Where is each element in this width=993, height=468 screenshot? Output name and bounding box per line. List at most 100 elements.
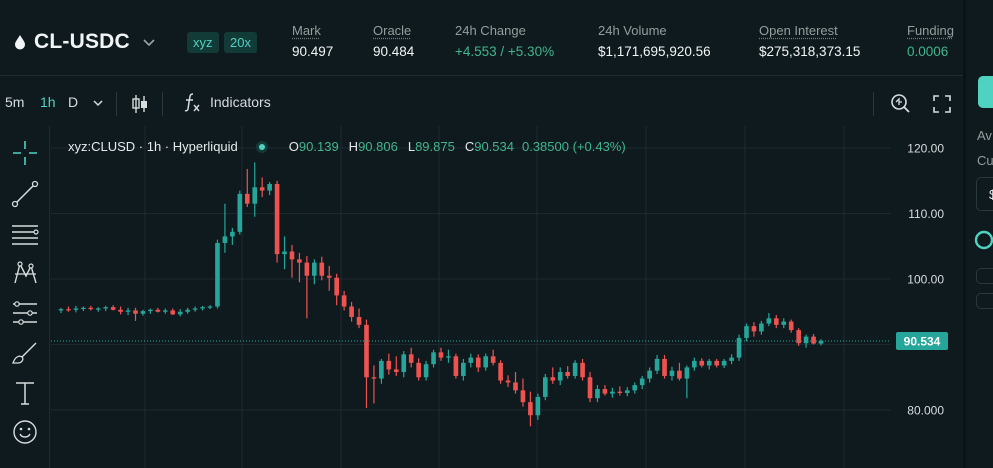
reduce-only-checkbox[interactable] [976, 268, 993, 284]
candle [423, 360, 429, 381]
y-axis-tick-label: 80.000 [907, 404, 944, 418]
chart-toolbar: 5m 1h D Indicators [0, 84, 963, 122]
fullscreen-icon[interactable] [932, 94, 952, 114]
candle [66, 306, 71, 312]
candle [744, 323, 749, 342]
candle [624, 387, 630, 397]
candle [393, 356, 399, 376]
candle [185, 307, 190, 314]
candlestick-icon[interactable] [130, 93, 150, 115]
candle [304, 256, 310, 319]
candle [595, 385, 600, 403]
legend-open-value: 90.139 [298, 139, 339, 154]
volume-value: $1,171,695,920.56 [598, 44, 711, 59]
candle [192, 306, 198, 312]
open-interest-label[interactable]: Open Interest [759, 23, 838, 38]
candle [88, 305, 94, 311]
candle [535, 393, 541, 420]
indicators-label: Indicators [210, 94, 271, 110]
candle [654, 354, 660, 374]
brush-icon[interactable] [10, 338, 40, 368]
timeframe-d[interactable]: D [68, 94, 79, 110]
candle [446, 349, 451, 363]
volume-label: 24h Volume [598, 23, 667, 38]
indicators-button[interactable]: Indicators [182, 91, 271, 113]
candle [438, 347, 444, 361]
candle [453, 353, 459, 379]
candle [557, 367, 563, 386]
candle [371, 365, 377, 404]
trend-line-icon[interactable] [10, 179, 40, 209]
toolbar-divider [116, 92, 117, 116]
candle [543, 373, 548, 401]
y-axis-tick-label: 110.00 [908, 207, 944, 221]
candle [170, 308, 176, 316]
candle [490, 349, 496, 366]
candle [312, 259, 317, 285]
candle [580, 358, 585, 381]
candle [259, 177, 265, 198]
candle [513, 372, 518, 394]
zoom-icon[interactable] [889, 92, 911, 114]
legend-open-key: O [288, 139, 299, 154]
candle [669, 366, 675, 381]
last-price-label: 90.534 [904, 335, 941, 349]
candle [95, 307, 101, 312]
candle [244, 168, 250, 207]
candle [498, 360, 503, 384]
candle [379, 358, 384, 384]
candle [706, 358, 712, 370]
candle [222, 203, 228, 253]
available-label: Av [977, 128, 992, 143]
candle [207, 305, 213, 310]
candle [401, 351, 407, 378]
candle [230, 227, 235, 245]
order-type-button[interactable] [978, 76, 993, 108]
tp-sl-checkbox[interactable] [976, 293, 993, 309]
text-icon[interactable] [10, 378, 40, 408]
timeframe-1h[interactable]: 1h [40, 94, 56, 110]
stat-24h-change: 24h Change +4.553 / +5.30% [455, 23, 554, 59]
stat-oracle: Oracle 90.484 [373, 23, 414, 59]
timeframe-5m[interactable]: 5m [5, 94, 25, 110]
last-price-badge [896, 332, 948, 351]
panel-divider[interactable] [963, 0, 966, 468]
horizontal-lines-icon[interactable] [10, 220, 40, 250]
candle [692, 357, 697, 371]
candle [289, 244, 295, 278]
candle [766, 313, 772, 327]
measure-icon[interactable] [10, 298, 40, 328]
size-input[interactable]: $ [976, 177, 993, 211]
funding-label[interactable]: Funding [907, 23, 954, 38]
candle [602, 385, 608, 396]
pattern-icon[interactable] [10, 258, 40, 288]
candle [319, 256, 325, 281]
candle [759, 320, 764, 335]
mark-label[interactable]: Mark [292, 23, 321, 38]
candle [587, 372, 593, 403]
legend-high-value: 90.806 [358, 139, 398, 154]
candle [386, 353, 392, 375]
candle [215, 239, 220, 309]
candle [252, 162, 258, 217]
crosshair-icon[interactable] [10, 138, 40, 168]
candle [356, 308, 362, 329]
candle [177, 309, 183, 317]
pair-selector[interactable]: CL-USDC [14, 30, 156, 54]
legend-change-value: 0.38500 (+0.43%) [521, 139, 626, 154]
candle [155, 307, 161, 313]
candle [110, 305, 116, 311]
timeframe-chevron-down-icon[interactable] [92, 99, 104, 107]
legend-close-value: 90.534 [474, 139, 514, 154]
size-slider-handle[interactable] [974, 230, 993, 250]
oracle-label[interactable]: Oracle [373, 23, 412, 38]
candle [773, 315, 779, 329]
candle [349, 301, 354, 322]
candle [297, 252, 302, 283]
candle [528, 391, 533, 427]
candle [639, 375, 645, 390]
emoji-icon[interactable] [10, 417, 40, 447]
toolbar-divider [162, 92, 163, 116]
